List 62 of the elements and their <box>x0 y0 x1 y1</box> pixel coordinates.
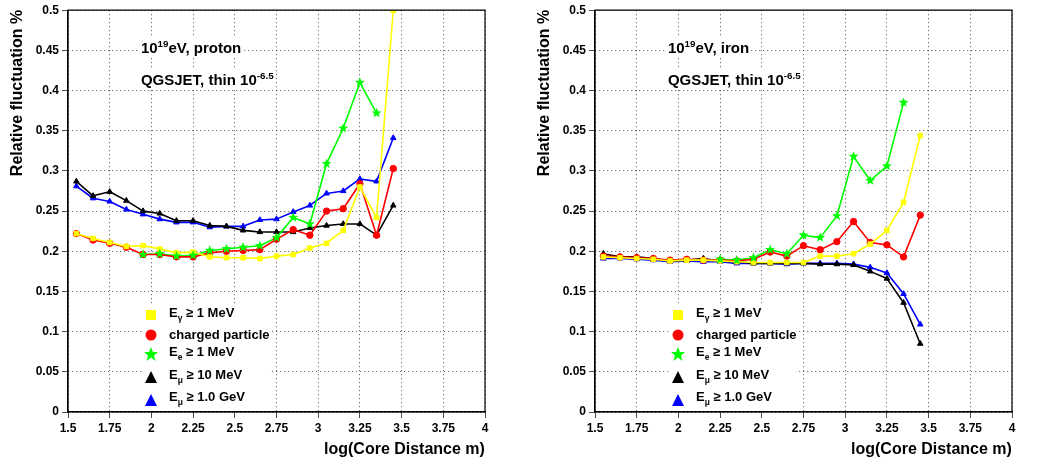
legend-label: E$_{γ}$ ≥ 1 MeV <box>169 303 235 325</box>
x-tick-label: 3.5 <box>393 420 411 435</box>
y-tick-label: 0.05 <box>35 364 60 379</box>
y-tick-label: 0.4 <box>569 82 587 97</box>
x-tick-label: 3 <box>314 420 322 435</box>
y-tick-label: 0.3 <box>569 163 587 178</box>
annotation: QGSJET, thin 10$^{-6.5}$ <box>138 70 276 89</box>
x-tick-label: 4 <box>1008 420 1016 435</box>
legend-label: E$_{e}$ ≥ 1 MeV <box>696 343 762 364</box>
y-tick-label: 0.3 <box>42 163 60 178</box>
x-axis-title: log(Core Distance m) <box>851 440 1012 458</box>
y-tick-label: 0 <box>579 404 587 419</box>
x-tick-label: 2.25 <box>181 420 206 435</box>
y-tick-label: 0.4 <box>42 82 60 97</box>
x-tick-label: 1.75 <box>98 420 122 435</box>
y-tick-label: 0.2 <box>569 243 587 258</box>
legend-label: E$_{μ}$ ≥ 1.0 GeV <box>696 388 772 409</box>
y-tick-label: 0.5 <box>569 2 587 17</box>
y-tick-label: 0 <box>52 404 60 419</box>
x-tick-label: 2.25 <box>708 420 733 435</box>
y-tick-label: 0.1 <box>569 323 587 338</box>
legend-label: E$_{e}$ ≥ 1 MeV <box>169 343 235 364</box>
y-tick-label: 0.15 <box>35 283 60 298</box>
annotation: QGSJET, thin 10$^{-6.5}$ <box>665 70 803 89</box>
x-tick-label: 1.5 <box>586 420 604 435</box>
x-tick-label: 3.75 <box>958 420 983 435</box>
x-tick-label: 1.5 <box>59 420 77 435</box>
y-tick-label: 0.05 <box>562 364 587 379</box>
x-tick-label: 2.5 <box>226 420 244 435</box>
y-tick-label: 0.2 <box>42 243 60 258</box>
x-tick-label: 3 <box>841 420 849 435</box>
x-tick-label: 2.75 <box>264 420 289 435</box>
legend-label: charged particle <box>169 326 270 344</box>
y-tick-label: 0.25 <box>562 203 587 218</box>
y-tick-label: 0.35 <box>35 123 60 138</box>
legend-label: E$_{μ}$ ≥ 10 MeV <box>696 365 770 387</box>
legend-label: E$_{γ}$ ≥ 1 MeV <box>696 303 762 325</box>
y-tick-label: 0.25 <box>35 203 60 218</box>
x-tick-label: 3.75 <box>431 420 456 435</box>
y-tick-label: 0.35 <box>562 123 587 138</box>
y-axis-title: Relative fluctuation % <box>535 10 554 177</box>
y-tick-label: 0.45 <box>562 42 587 57</box>
legend-label: E$_{μ}$ ≥ 10 MeV <box>169 365 243 387</box>
x-tick-label: 1.75 <box>625 420 649 435</box>
y-axis-title: Relative fluctuation % <box>8 10 27 177</box>
legend-label: charged particle <box>696 326 797 344</box>
annotation: 10$^{19}$eV, proton <box>138 38 244 57</box>
x-tick-label: 3.5 <box>920 420 938 435</box>
x-tick-label: 2 <box>675 420 683 435</box>
annotation: 10$^{19}$eV, iron <box>665 38 752 57</box>
y-tick-label: 0.15 <box>562 283 587 298</box>
x-tick-label: 3.25 <box>875 420 899 435</box>
y-tick-label: 0.5 <box>42 2 60 17</box>
x-tick-label: 3.25 <box>348 420 372 435</box>
x-tick-label: 2 <box>148 420 156 435</box>
y-tick-label: 0.45 <box>35 42 60 57</box>
x-tick-label: 2.5 <box>753 420 771 435</box>
x-tick-label: 2.75 <box>791 420 816 435</box>
x-axis-title: log(Core Distance m) <box>324 440 485 458</box>
legend-label: E$_{μ}$ ≥ 1.0 GeV <box>169 388 245 409</box>
y-tick-label: 0.1 <box>42 323 60 338</box>
x-tick-label: 4 <box>481 420 489 435</box>
